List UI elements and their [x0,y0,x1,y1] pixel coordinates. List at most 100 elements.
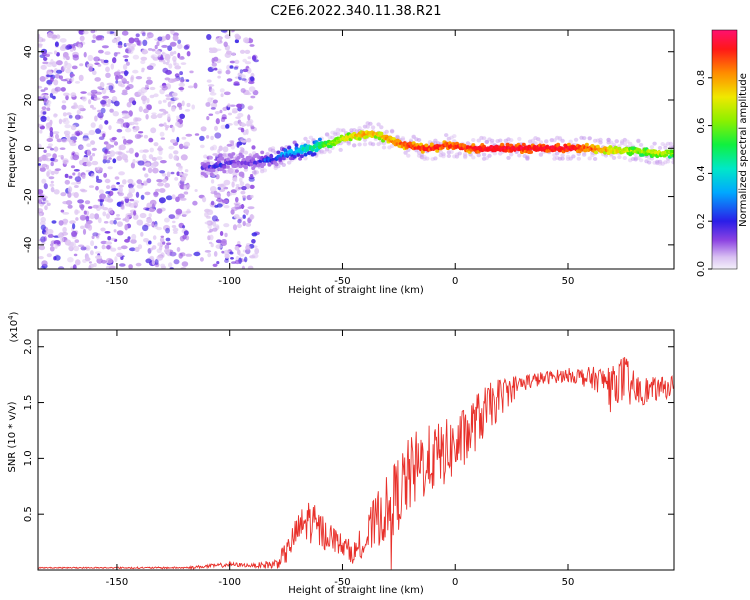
x-tick-label: 0 [452,276,458,287]
heatmap-noise-cell [134,246,140,252]
heatmap-noise-cell [239,204,245,209]
heatmap-ridge-cell [500,142,505,147]
heatmap-noise-cell [164,244,170,250]
heatmap-ridge-cell [594,150,598,155]
heatmap-noise-cell [104,148,108,155]
heatmap-noise-cell [183,45,190,50]
heatmap-noise-cell [58,220,64,226]
heatmap-noise-cell [85,215,90,222]
heatmap-noise-cell [181,136,187,140]
heatmap-halo-cell [406,153,411,158]
heatmap-noise-cell [75,210,81,214]
heatmap-noise-cell [87,224,93,231]
heatmap-noise-cell [158,123,164,127]
heatmap-noise-cell [62,218,69,224]
heatmap-noise-cell [171,92,178,97]
heatmap-noise-cell [64,130,69,135]
heatmap-noise-cell [107,98,112,105]
heatmap-noise-cell [77,104,84,110]
heatmap-noise-cell [123,138,127,145]
heatmap-noise-cell [65,68,72,74]
heatmap-halo-cell [617,155,622,160]
heatmap-noise-cell [118,171,125,176]
heatmap-noise-cell [108,266,116,269]
heatmap-noise-cell [68,175,73,179]
heatmap-noise-cell [233,66,239,70]
heatmap-noise-cell [162,178,167,183]
heatmap-noise-cell [241,78,247,81]
heatmap-noise-cell [222,146,229,153]
heatmap-halo-cell [517,136,522,141]
heatmap-halo-cell [560,138,565,143]
heatmap-noise-cell [173,97,179,101]
heatmap-noise-cell [65,94,69,101]
heatmap-noise-cell [186,208,191,214]
heatmap-noise-cell [71,65,78,70]
heatmap-noise-cell [56,52,60,57]
heatmap-noise-cell [178,106,183,110]
heatmap-noise-cell [71,133,76,137]
heatmap-noise-cell [50,58,54,65]
heatmap-noise-cell [151,259,155,266]
heatmap-noise-cell [49,246,55,252]
heatmap-noise-cell [239,69,243,74]
heatmap-noise-cell [64,173,69,178]
heatmap-halo-cell [560,156,565,161]
heatmap-noise-cell [219,88,225,93]
heatmap-noise-cell [192,200,198,206]
heatmap-noise-cell [132,54,140,60]
heatmap-ridge-cell [471,143,476,147]
heatmap-noise-cell [221,116,227,120]
heatmap-noise-cell [89,213,95,220]
heatmap-noise-cell [90,30,96,34]
heatmap-halo-cell [338,147,343,152]
heatmap-halo-cell [324,132,330,137]
heatmap-halo-cell [381,145,387,150]
heatmap-noise-cell [126,139,133,144]
heatmap-noise-cell [250,194,254,199]
heatmap-noise-cell [62,158,69,165]
bottom-x-axis: -150 -100 -50 0 50 [106,330,574,588]
heatmap-noise-cell [130,74,135,81]
heatmap-noise-cell [237,112,244,118]
heatmap-noise-cell [216,203,223,208]
heatmap-halo-cell [308,135,314,140]
heatmap-noise-cell [54,86,62,92]
heatmap-ridge-cell [294,143,299,147]
y-tick-label: -20 [23,188,34,204]
heatmap-noise-cell [110,237,116,241]
heatmap-noise-cell [247,56,252,60]
heatmap-noise-cell [225,69,231,75]
heatmap-noise-cell [71,192,76,196]
heatmap-noise-cell [189,70,194,74]
heatmap-halo-cell [530,138,535,143]
heatmap-noise-cell [161,51,165,55]
y-tick-label: 2.0 [23,339,34,355]
heatmap-noise-cell [79,145,84,150]
heatmap-noise-cell [162,37,166,41]
heatmap-noise-cell [128,37,135,44]
heatmap-noise-cell [88,261,92,264]
heatmap-noise-cell [137,89,143,96]
heatmap-noise-cell [40,64,47,70]
heatmap-noise-cell [56,60,63,66]
heatmap-halo-cell [379,125,384,130]
heatmap-noise-cell [234,203,240,210]
heatmap-noise-cell [134,133,142,139]
heatmap-noise-cell [112,158,117,164]
heatmap-ridge-cell [269,153,274,159]
heatmap-noise-cell [55,133,59,140]
heatmap-noise-cell [183,141,191,147]
heatmap-noise-cell [62,226,67,233]
heatmap-noise-cell [71,230,78,237]
heatmap-noise-cell [105,66,110,73]
heatmap-noise-cell [219,109,223,114]
heatmap-halo-cell [587,156,592,161]
heatmap-noise-cell [50,147,54,151]
heatmap-noise-cell [217,75,221,79]
heatmap-noise-cell [115,80,119,84]
heatmap-noise-cell [229,60,236,64]
heatmap-noise-cell [172,227,179,232]
heatmap-noise-cell [93,97,101,101]
heatmap-ridge-cell [242,157,247,162]
